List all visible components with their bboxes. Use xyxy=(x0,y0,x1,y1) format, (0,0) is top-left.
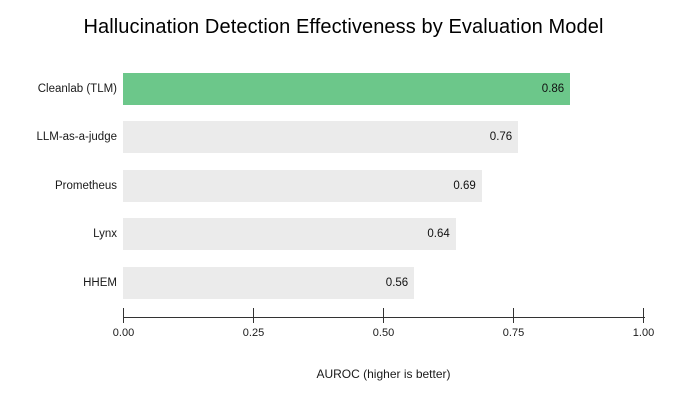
x-tick-mark xyxy=(382,308,385,323)
bar: 0.86 xyxy=(123,73,571,105)
bar: 0.64 xyxy=(123,218,456,251)
bar: 0.76 xyxy=(123,121,519,154)
chart-title: Hallucination Detection Effectiveness by… xyxy=(83,16,604,38)
x-tick-mark xyxy=(122,308,125,323)
x-tick-label: 0.75 xyxy=(502,327,525,339)
bar-value-label: 0.86 xyxy=(541,83,565,95)
x-tick-label: 1.00 xyxy=(632,327,655,339)
x-tick-mark xyxy=(512,308,515,323)
x-tick-mark xyxy=(252,308,255,323)
bar-value-label: 0.64 xyxy=(427,228,450,241)
bar-value-label: 0.69 xyxy=(453,179,476,192)
category-label: LLM-as-a-judge xyxy=(36,131,117,144)
category-label: Lynx xyxy=(93,228,117,241)
x-axis-title: AUROC (higher is better) xyxy=(316,367,451,381)
bar-value-label: 0.76 xyxy=(489,131,513,144)
bar: 0.56 xyxy=(123,266,415,299)
x-tick-label: 0.25 xyxy=(242,327,265,339)
bar-value-label: 0.56 xyxy=(385,276,409,289)
bar: 0.69 xyxy=(123,169,482,202)
category-label: HHEM xyxy=(83,276,117,289)
category-label: Cleanlab (TLM) xyxy=(37,83,117,95)
category-label: Prometheus xyxy=(54,179,117,192)
x-tick-label: 0.00 xyxy=(112,327,135,339)
x-tick-mark xyxy=(642,308,645,323)
x-tick-label: 0.50 xyxy=(372,327,395,339)
